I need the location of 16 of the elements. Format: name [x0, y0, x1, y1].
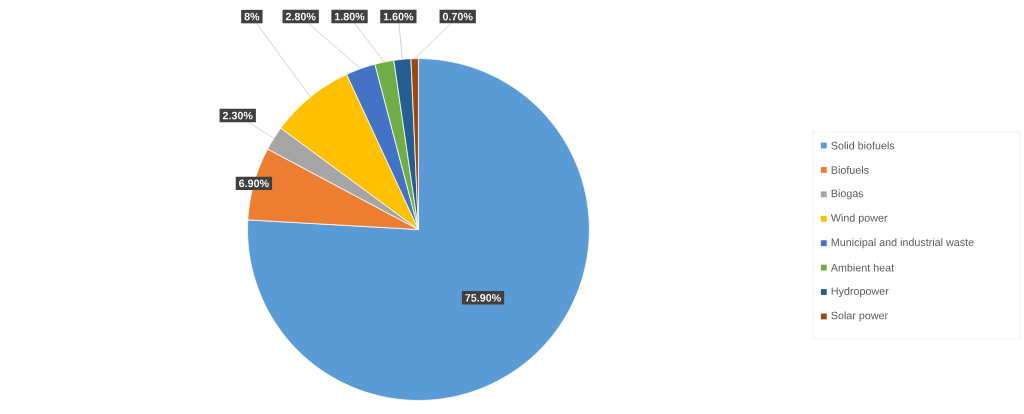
legend-label: Solid biofuels: [831, 141, 895, 150]
data-label: 1.60%: [383, 12, 414, 21]
data-label: 2.80%: [285, 12, 316, 21]
legend-label: Wind power: [830, 213, 888, 224]
legend-label: Solar power: [831, 311, 888, 322]
legend-label: Ambient heat: [830, 263, 895, 272]
legend-label: Biofuels: [831, 165, 869, 174]
data-label: 0.70%: [442, 12, 473, 21]
legend-label: Biogas: [831, 189, 864, 200]
data-label: 1.80%: [334, 12, 365, 21]
data-label: 2.30%: [222, 111, 253, 120]
data-label: 75.90%: [465, 294, 501, 302]
legend-label: Hydropower: [831, 286, 889, 297]
legend-label: Municipal and industrial waste: [831, 238, 974, 249]
data-label: 6.90%: [239, 179, 269, 188]
data-label: 8%: [244, 12, 260, 21]
